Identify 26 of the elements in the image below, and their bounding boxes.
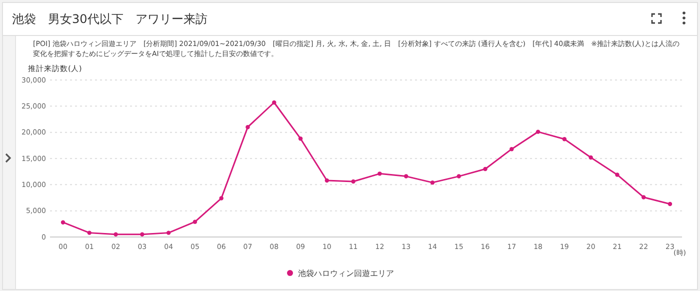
point [404, 174, 408, 178]
point [536, 130, 540, 134]
point [562, 137, 567, 142]
point [351, 179, 356, 184]
point [114, 232, 118, 236]
point [60, 220, 66, 224]
point [642, 195, 646, 200]
point [140, 232, 144, 236]
point [246, 124, 250, 130]
point [324, 178, 330, 183]
point [510, 146, 514, 152]
point [219, 196, 224, 200]
point [615, 172, 620, 177]
point [272, 100, 276, 105]
legend-label: 池袋ハロウィン回遊エリア [298, 269, 394, 278]
chart-title: 池袋 男女30代以下 アワリー来訪 [12, 11, 208, 28]
point [483, 166, 488, 172]
point [668, 202, 672, 206]
point [166, 230, 171, 235]
point [430, 180, 435, 185]
point [298, 136, 303, 141]
point [456, 174, 461, 178]
point [378, 172, 382, 176]
point [87, 230, 92, 235]
point [588, 155, 593, 160]
point [192, 220, 198, 224]
